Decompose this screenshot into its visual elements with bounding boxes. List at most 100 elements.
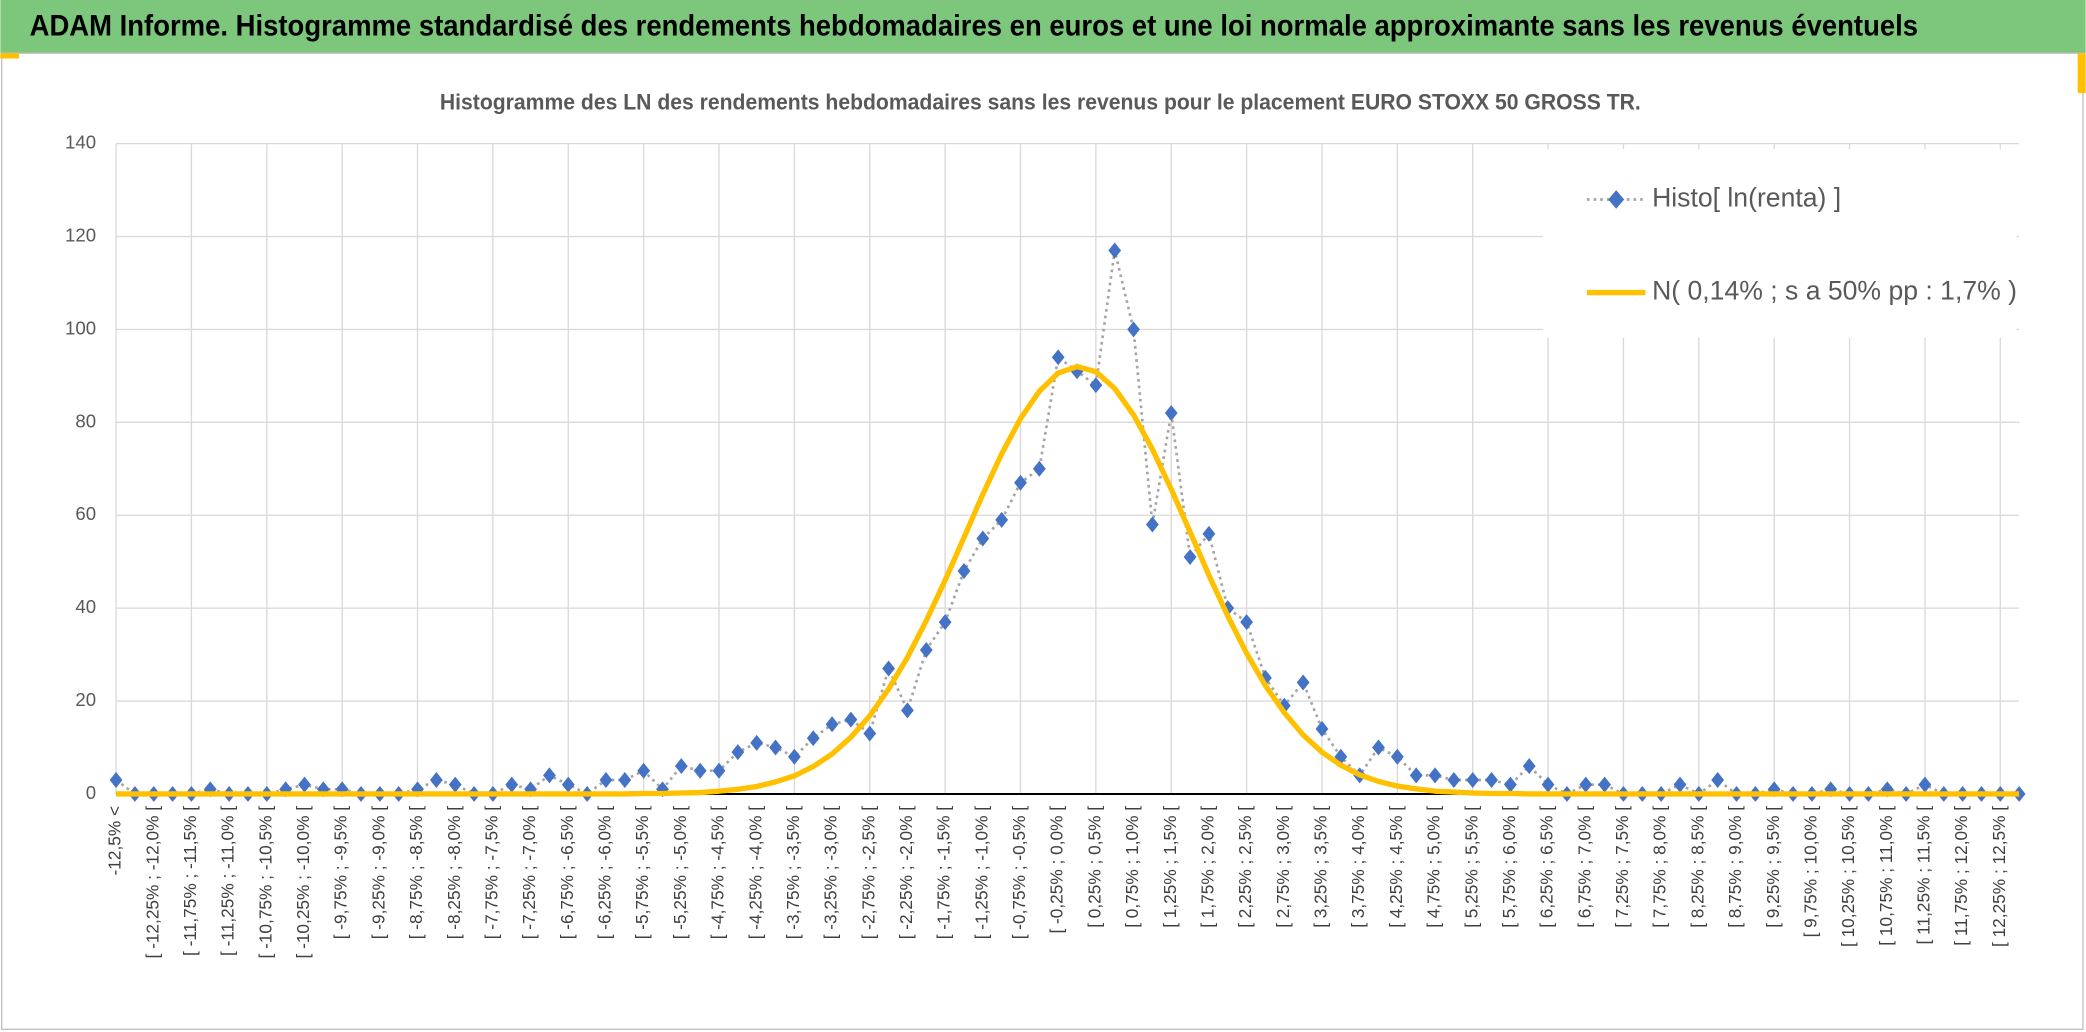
x-tick-label: [ 1,25% ; 1,5% [ — [1160, 806, 1180, 928]
x-tick-label: [ -0,25% ; 0,0% [ — [1047, 806, 1067, 934]
x-tick-label: [ 5,25% ; 5,5% [ — [1461, 806, 1481, 928]
data-point — [1390, 748, 1404, 765]
x-tick-label: [ 4,75% ; 5,0% [ — [1424, 806, 1444, 928]
x-tick-label: [ -2,75% ; -2,5% [ — [858, 806, 878, 940]
data-point — [1522, 758, 1536, 775]
data-point — [712, 762, 726, 779]
x-tick-label: [ -6,75% ; -6,5% [ — [557, 806, 577, 940]
data-point — [863, 725, 877, 742]
x-tick-label: [ -1,25% ; -1,0% [ — [971, 806, 991, 940]
x-tick-label: [ -0,75% ; -0,5% [ — [1009, 806, 1029, 940]
data-point — [1240, 614, 1253, 631]
data-point — [1334, 748, 1348, 765]
data-point — [1372, 739, 1385, 756]
x-tick-label: [ -7,25% ; -7,0% [ — [519, 806, 539, 940]
data-point — [882, 660, 895, 677]
header-bar — [0, 0, 2086, 54]
data-point — [1164, 405, 1178, 422]
data-point — [1051, 349, 1065, 366]
x-tick-label: [ -8,75% ; -8,5% [ — [406, 806, 426, 940]
legend-label: N( 0,14% ; s a 50% pp : 1,7% ) — [1652, 276, 2017, 306]
data-point — [1466, 772, 1480, 788]
y-tick-label: 100 — [65, 317, 96, 338]
x-tick-label: [ 4,25% ; 4,5% [ — [1386, 806, 1406, 928]
data-point — [543, 767, 556, 784]
data-point — [1428, 767, 1442, 784]
x-tick-label: [ 8,75% ; 9,0% [ — [1725, 806, 1745, 928]
x-tick-label: [ -9,25% ; -9,0% [ — [368, 806, 388, 940]
data-point — [505, 776, 519, 793]
data-point — [429, 772, 443, 788]
x-tick-label: [ 8,25% ; 8,5% [ — [1687, 806, 1707, 928]
data-point — [844, 711, 858, 728]
x-tick-label: [ 6,75% ; 7,0% [ — [1574, 806, 1594, 928]
data-point — [1032, 460, 1046, 477]
data-point — [788, 748, 801, 765]
x-tick-label: [ 2,25% ; 2,5% [ — [1235, 806, 1255, 928]
x-tick-label: [ -4,75% ; -4,5% [ — [708, 806, 728, 940]
x-tick-label: [ 5,75% ; 6,0% [ — [1499, 806, 1519, 928]
data-point — [806, 730, 820, 747]
x-tick-label: [ -12,25% ; -12,0% [ — [142, 806, 162, 959]
x-tick-label: [ 10,75% ; 11,0% [ — [1876, 806, 1896, 946]
data-point — [1504, 776, 1517, 793]
data-point — [1127, 321, 1140, 338]
data-point — [599, 772, 613, 788]
x-tick-label: [ 1,75% ; 2,0% [ — [1197, 806, 1217, 928]
y-tick-label: 40 — [75, 596, 96, 617]
x-tick-label: [ 11,25% ; 11,5% [ — [1913, 806, 1933, 945]
x-tick-label: [ 10,25% ; 10,5% [ — [1838, 806, 1858, 947]
data-point — [957, 563, 971, 579]
data-point — [1183, 549, 1197, 566]
y-tick-label: 80 — [75, 410, 96, 431]
x-tick-label: [ -7,75% ; -7,5% [ — [481, 806, 501, 940]
data-point — [976, 530, 990, 547]
x-tick-label: [ -6,25% ; -6,0% [ — [595, 806, 615, 940]
data-point — [1447, 772, 1461, 788]
data-point — [1108, 242, 1122, 259]
corner-mark — [2077, 53, 2086, 94]
data-point — [1485, 772, 1498, 788]
data-point — [618, 772, 632, 788]
chart-title: Histogramme des LN des rendements hebdom… — [440, 90, 1641, 115]
data-point — [1014, 474, 1027, 491]
data-point — [901, 702, 914, 719]
data-point — [1089, 377, 1103, 394]
x-tick-label: [ -11,75% ; -11,5% [ — [180, 806, 200, 956]
x-tick-label: [ 12,25% ; 12,5% [ — [1989, 806, 2009, 947]
x-tick-label: [ -5,75% ; -5,5% [ — [632, 806, 652, 940]
x-tick-label: [ -1,75% ; -1,5% [ — [934, 806, 954, 940]
data-point — [1315, 720, 1329, 737]
x-tick-label: [ -3,25% ; -3,0% [ — [821, 806, 841, 940]
x-tick-label: [ -3,75% ; -3,5% [ — [783, 806, 803, 940]
legend-label: Histo[ ln(renta) ] — [1652, 183, 1841, 213]
legend-marker — [1608, 190, 1625, 209]
data-point — [1146, 516, 1159, 533]
y-tick-label: 120 — [65, 224, 96, 245]
x-tick-label: [ 6,25% ; 6,5% [ — [1537, 806, 1557, 928]
data-point — [1259, 669, 1272, 686]
data-point — [1277, 697, 1291, 714]
data-point — [1918, 776, 1932, 793]
header-title: ADAM Informe. Histogramme standardisé de… — [30, 11, 1918, 43]
x-tick-label: [ 11,75% ; 12,0% [ — [1951, 806, 1971, 946]
y-tick-label: 20 — [75, 689, 96, 710]
data-point — [1673, 776, 1687, 793]
data-point — [1598, 776, 1611, 793]
x-tick-label: [ 0,75% ; 1,0% [ — [1122, 806, 1142, 928]
data-point — [1409, 767, 1423, 784]
x-tick-label: [ -10,25% ; -10,0% [ — [293, 806, 313, 959]
x-tick-label: -12,5% < — [105, 806, 125, 876]
x-tick-label: [ -8,25% ; -8,0% [ — [444, 806, 464, 940]
y-tick-label: 60 — [75, 503, 96, 524]
data-point — [448, 776, 462, 793]
data-point — [1579, 776, 1593, 793]
y-tick-label: 0 — [86, 782, 96, 803]
x-tick-label: [ -4,25% ; -4,0% [ — [745, 806, 765, 940]
x-tick-label: [ 9,25% ; 9,5% [ — [1763, 806, 1783, 928]
data-point — [109, 772, 123, 788]
x-tick-label: [ 0,25% ; 0,5% [ — [1084, 806, 1104, 928]
x-tick-label: [ 3,75% ; 4,0% [ — [1348, 806, 1368, 928]
x-tick-label: [ 3,25% ; 3,5% [ — [1311, 806, 1331, 928]
x-tick-label: [ 7,25% ; 7,5% [ — [1612, 806, 1632, 928]
